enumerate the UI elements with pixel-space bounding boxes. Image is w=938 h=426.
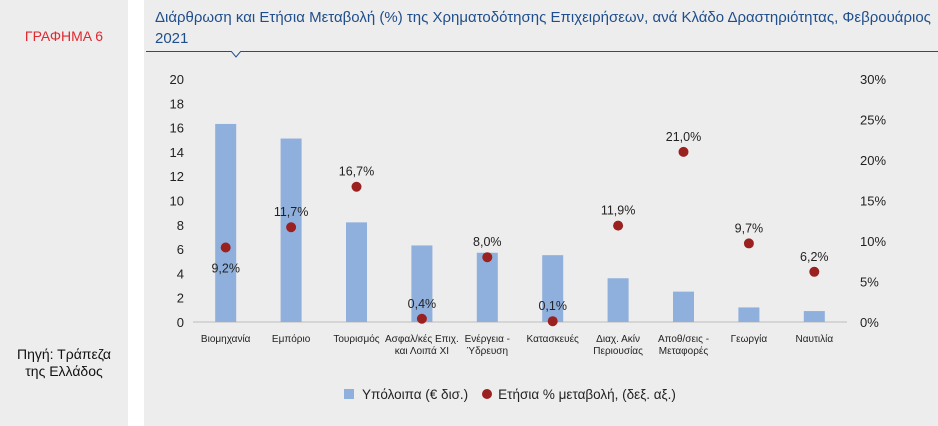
legend-item-balances: Υπόλοιπα (€ δισ.) — [344, 387, 468, 402]
y-left-tick-label: 12 — [170, 169, 184, 184]
y-right-tick-label: 25% — [860, 113, 886, 128]
y-right-tick-label: 5% — [860, 275, 879, 290]
legend-label-change: Ετήσια % μεταβολή, (δεξ. αξ.) — [498, 386, 676, 402]
data-label: 0,1% — [538, 299, 567, 313]
source-line-1: Πηγή: Τράπεζα — [16, 346, 112, 362]
x-tick-label: Διαχ. Ακίν — [596, 333, 640, 345]
bar — [542, 255, 564, 322]
data-label: 6,2% — [800, 250, 829, 264]
legend-label-balances: Υπόλοιπα (€ δισ.) — [362, 386, 469, 402]
data-label: 8,0% — [473, 235, 502, 249]
x-tick-label: Ενέργεια - — [465, 333, 510, 345]
bar — [673, 291, 694, 322]
y-right-tick-label: 20% — [860, 153, 886, 168]
bar — [215, 123, 237, 322]
legend-swatch-dot — [482, 389, 493, 399]
x-tick-label: Μεταφορές — [659, 345, 709, 357]
data-label: 9,7% — [735, 221, 764, 235]
left-panel — [0, 0, 128, 426]
x-tick-label: Τουρισμός — [333, 333, 379, 345]
data-label: 16,7% — [339, 165, 374, 179]
data-label: 11,9% — [601, 204, 636, 218]
data-point — [547, 316, 558, 327]
x-tick-label: Γεωργία — [731, 333, 768, 345]
bar — [346, 222, 367, 322]
data-label: 11,7% — [274, 205, 309, 219]
source-line-2: της Ελλάδος — [25, 363, 103, 379]
x-tick-label: Περιουσίας — [593, 345, 643, 357]
x-tick-label: Εμπόριο — [272, 333, 311, 345]
y-left-tick-label: 16 — [170, 121, 184, 136]
legend-swatch-bar — [344, 389, 354, 399]
data-point — [809, 266, 820, 277]
bar — [607, 278, 629, 322]
legend: Υπόλοιπα (€ δισ.) Ετήσια % μεταβολή, (δε… — [344, 384, 690, 404]
x-tick-label: Ναυτιλία — [795, 333, 833, 345]
data-point — [416, 313, 427, 324]
source-note: Πηγή: Τράπεζα της Ελλάδος — [0, 346, 128, 380]
y-left-tick-label: 2 — [177, 291, 184, 306]
data-point — [678, 146, 689, 157]
y-right-tick-label: 30% — [860, 72, 886, 87]
data-point — [743, 238, 754, 249]
x-tick-label: Κατασκευές — [527, 333, 579, 345]
data-label: 0,4% — [408, 297, 437, 311]
title-notch — [231, 51, 241, 58]
title-rule — [146, 51, 938, 52]
legend-item-change: Ετήσια % μεταβολή, (δεξ. αξ.) — [482, 387, 676, 402]
data-label: 9,2% — [211, 261, 240, 275]
chart-title: Διάρθρωση και Ετήσια Μεταβολή (%) της Χρ… — [155, 9, 931, 47]
y-left-tick-label: 10 — [170, 194, 184, 209]
data-point — [220, 242, 231, 253]
bar — [476, 252, 498, 322]
data-point — [482, 252, 493, 263]
x-tick-label: Ύδρευση — [467, 346, 508, 357]
x-tick-label: Αποθ/σεις - — [658, 334, 709, 345]
y-left-tick-label: 6 — [177, 242, 184, 257]
y-left-tick-label: 0 — [177, 315, 184, 330]
data-label: 21,0% — [666, 130, 701, 144]
figure-label: ΓΡΑΦΗΜΑ 6 — [24, 28, 104, 44]
y-left-tick-label: 18 — [170, 96, 184, 111]
y-right-tick-label: 15% — [860, 194, 886, 209]
y-left-tick-label: 20 — [170, 72, 184, 87]
x-tick-label: Βιομηχανία — [201, 333, 251, 345]
y-left-tick-label: 4 — [177, 266, 184, 281]
panel-gap — [128, 0, 144, 426]
data-point — [286, 222, 297, 233]
y-left-tick-label: 14 — [170, 145, 184, 160]
data-point — [351, 181, 362, 192]
y-right-tick-label: 0% — [860, 315, 879, 330]
bar — [803, 311, 825, 322]
data-point — [613, 220, 624, 231]
y-right-tick-label: 10% — [860, 234, 886, 249]
chart-panel — [144, 0, 938, 426]
y-left-tick-label: 8 — [177, 218, 184, 233]
bar — [738, 307, 760, 322]
bar — [411, 245, 433, 322]
x-tick-label: και Λοιπά ΧΙ — [395, 345, 449, 357]
x-tick-label: Ασφαλ/κές Επιχ. — [385, 333, 459, 345]
